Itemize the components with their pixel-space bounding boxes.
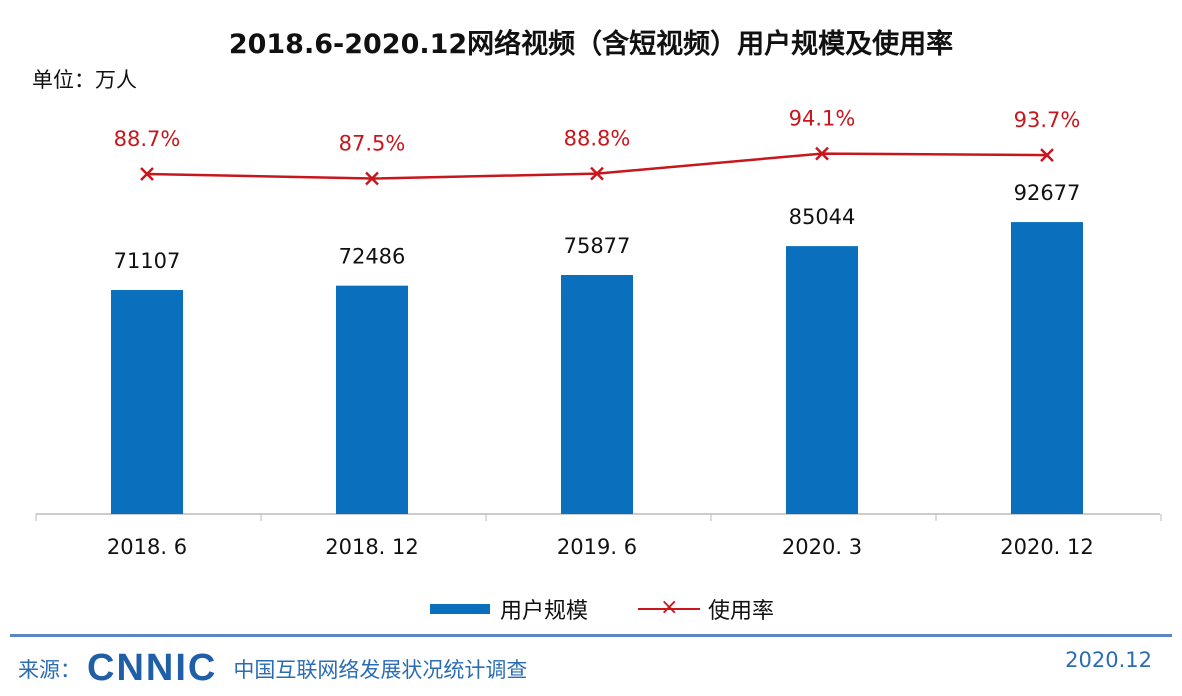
x-marker-stroke <box>140 167 154 181</box>
x-tick-label: 2018. 12 <box>325 535 419 559</box>
x-marker-stroke <box>815 146 829 161</box>
rate-marker <box>815 146 829 161</box>
bar-value-label: 75877 <box>564 234 631 258</box>
bar <box>561 274 633 514</box>
rate-label: 93.7% <box>1014 108 1081 132</box>
footer-source: 来源： CNNIC 中国互联网络发展状况统计调查 <box>18 647 527 690</box>
bar-value-label: 71107 <box>114 249 181 273</box>
bar-value-label: 72486 <box>339 245 406 269</box>
rate-label: 88.8% <box>564 127 631 151</box>
rate-marker <box>140 167 154 181</box>
bar <box>336 285 408 514</box>
source-label: 来源： <box>18 657 81 682</box>
footer-date: 2020.12 <box>1065 648 1152 672</box>
rate-label: 88.7% <box>114 127 181 151</box>
bar-value-label: 85044 <box>789 205 856 229</box>
x-marker-stroke <box>1040 148 1054 162</box>
survey-name: 中国互联网络发展状况统计调查 <box>233 657 528 682</box>
x-tick-label: 2020. 12 <box>1000 535 1094 559</box>
cnnic-logo: CNNIC <box>87 647 218 689</box>
bar <box>1011 222 1083 514</box>
legend-line-label: 使用率 <box>708 599 775 624</box>
unit-label: 单位：万人 <box>32 68 137 92</box>
bar <box>786 246 858 515</box>
x-tick-label: 2019. 6 <box>557 535 637 559</box>
rate-label: 94.1% <box>789 107 856 131</box>
legend: 用户规模 × 使用率 <box>430 593 774 625</box>
rate-marker <box>365 171 379 186</box>
legend-line-swatch: × <box>638 595 701 620</box>
rate-label: 87.5% <box>339 132 406 156</box>
chart-title: 2018.6-2020.12网络视频（含短视频）用户规模及使用率 <box>228 29 954 60</box>
legend-bar-label: 用户规模 <box>500 599 589 624</box>
chart-plot: 2018. 6 71107 2018. 12 72486 2019. 6 75877 202… <box>35 107 1162 559</box>
rate-marker <box>1040 148 1054 162</box>
x-marker-icon: × <box>660 595 679 620</box>
bar <box>111 290 183 514</box>
bar-value-label: 92677 <box>1014 181 1081 205</box>
x-tick-label: 2018. 6 <box>107 535 187 559</box>
x-tick-label: 2020. 3 <box>782 535 862 559</box>
footer-divider <box>10 634 1172 637</box>
legend-bar-swatch <box>430 604 490 614</box>
x-marker-stroke <box>365 171 379 186</box>
rate-marker <box>590 166 604 181</box>
x-marker-stroke <box>590 166 604 181</box>
